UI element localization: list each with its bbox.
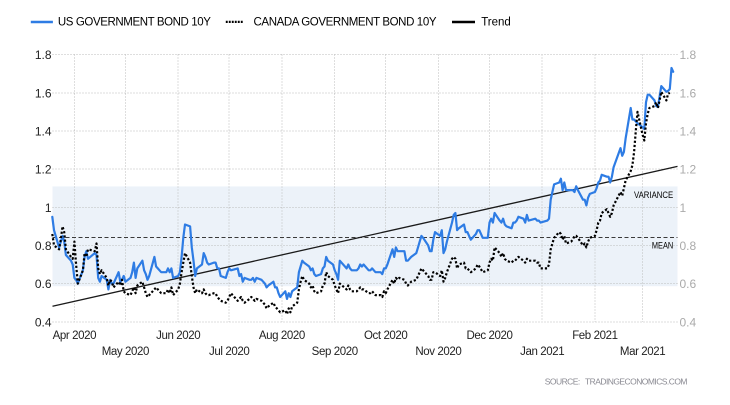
svg-text:1.6: 1.6	[680, 86, 697, 100]
svg-text:0.8: 0.8	[35, 239, 52, 253]
svg-text:Jul 2020: Jul 2020	[209, 346, 249, 358]
svg-text:1.4: 1.4	[680, 125, 697, 139]
svg-text:1.4: 1.4	[35, 125, 52, 139]
svg-text:1.8: 1.8	[35, 48, 52, 62]
svg-text:VARIANCE: VARIANCE	[634, 190, 673, 200]
svg-text:Apr 2020: Apr 2020	[53, 330, 96, 342]
svg-text:1.2: 1.2	[35, 163, 52, 177]
svg-text:Jun 2020: Jun 2020	[156, 330, 200, 342]
svg-text:Trend: Trend	[481, 16, 511, 28]
svg-text:1.8: 1.8	[680, 48, 697, 62]
svg-text:1.2: 1.2	[680, 163, 697, 177]
svg-text:Aug 2020: Aug 2020	[259, 330, 305, 342]
svg-text:1: 1	[45, 201, 52, 215]
svg-text:0.6: 0.6	[680, 277, 697, 291]
svg-text:Oct 2020: Oct 2020	[364, 330, 407, 342]
svg-text:1: 1	[680, 201, 687, 215]
svg-text:SOURCE: TRADINGECONOMICS.COM: SOURCE: TRADINGECONOMICS.COM	[545, 377, 688, 387]
svg-text:0.4: 0.4	[680, 315, 697, 329]
svg-text:Mar 2021: Mar 2021	[620, 346, 665, 358]
svg-text:0.6: 0.6	[35, 277, 52, 291]
svg-text:Nov 2020: Nov 2020	[415, 346, 461, 358]
svg-text:Sep 2020: Sep 2020	[312, 346, 358, 358]
svg-text:1.6: 1.6	[35, 86, 52, 100]
svg-text:May 2020: May 2020	[102, 346, 149, 358]
svg-text:MEAN: MEAN	[652, 240, 673, 250]
svg-text:Feb 2021: Feb 2021	[572, 330, 617, 342]
svg-text:CANADA GOVERNMENT BOND 10Y: CANADA GOVERNMENT BOND 10Y	[254, 16, 437, 28]
svg-text:Dec 2020: Dec 2020	[466, 330, 512, 342]
svg-text:0.4: 0.4	[35, 315, 52, 329]
svg-text:0.8: 0.8	[680, 239, 697, 253]
svg-text:Jan 2021: Jan 2021	[520, 346, 564, 358]
svg-text:US GOVERNMENT BOND 10Y: US GOVERNMENT BOND 10Y	[58, 16, 211, 28]
